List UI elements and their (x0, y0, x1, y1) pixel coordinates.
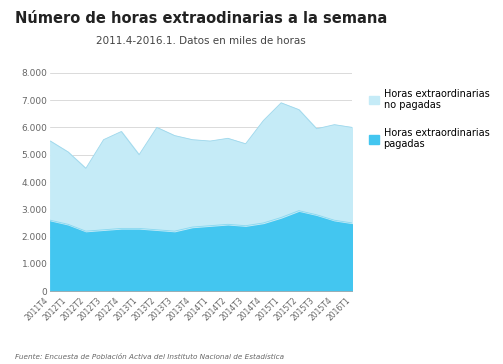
Text: Número de horas extraodinarias a la semana: Número de horas extraodinarias a la sema… (15, 11, 387, 26)
Legend: Horas extraordinarias
no pagadas, Horas extraordinarias
pagadas: Horas extraordinarias no pagadas, Horas … (369, 88, 489, 149)
Text: 2011.4-2016.1. Datos en miles de horas: 2011.4-2016.1. Datos en miles de horas (97, 36, 306, 46)
Text: Fuente: Encuesta de Población Activa del Instituto Nacional de Estadística: Fuente: Encuesta de Población Activa del… (15, 355, 284, 360)
